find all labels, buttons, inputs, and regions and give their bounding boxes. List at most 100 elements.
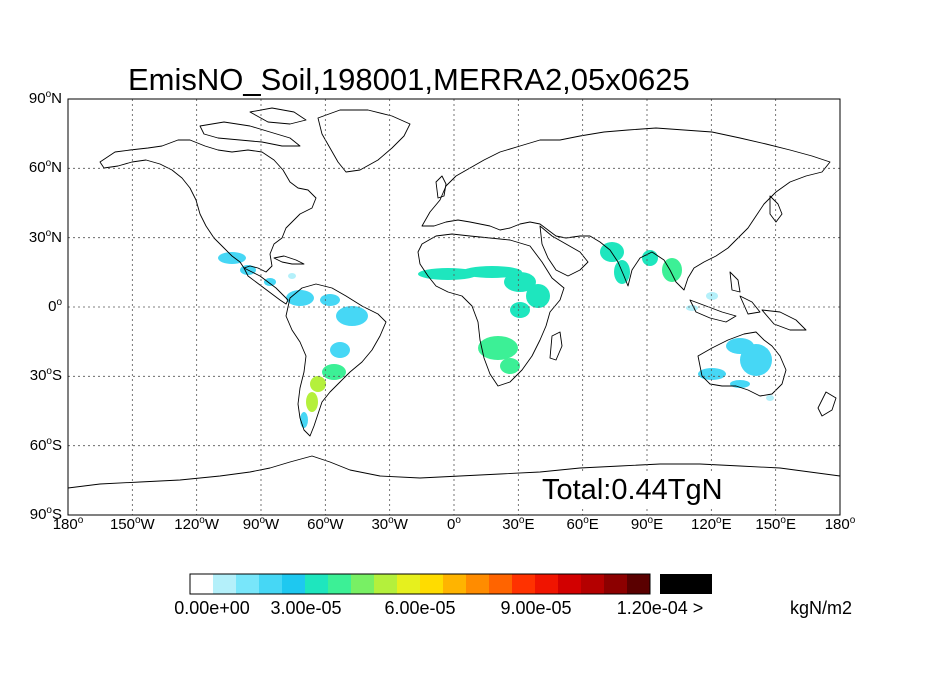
lon-hemi: W bbox=[393, 516, 408, 533]
emission-region bbox=[662, 258, 682, 282]
longitude-label: 90oE bbox=[630, 515, 664, 534]
coast-north-america bbox=[99, 139, 317, 273]
total-label: Total:0.44TgN bbox=[540, 474, 725, 507]
lon-hemi: E bbox=[653, 516, 664, 533]
map-frame bbox=[67, 98, 841, 516]
coast-madagascar bbox=[549, 331, 563, 361]
coast-australia bbox=[697, 331, 787, 397]
lon-deg: 120 bbox=[691, 516, 717, 533]
lat-hemi: S bbox=[51, 506, 62, 523]
colorbar-tick-label: 1.20e-04 > bbox=[616, 598, 704, 618]
lat-deg: 90 bbox=[28, 90, 46, 107]
coast-greenland bbox=[317, 109, 411, 173]
colorbar-tick-label: 9.00e-05 bbox=[500, 598, 572, 618]
lon-deg: 60 bbox=[566, 516, 584, 533]
emission-region bbox=[698, 368, 726, 380]
latitude-label: 90oS bbox=[29, 505, 62, 524]
latitude-label: 0o bbox=[48, 297, 62, 316]
emission-region bbox=[740, 344, 772, 376]
emission-region bbox=[218, 252, 246, 264]
longitude-label: 60oW bbox=[307, 515, 344, 534]
emission-region bbox=[730, 380, 750, 388]
coast-arabia bbox=[539, 225, 589, 277]
emission-region bbox=[686, 305, 698, 311]
latitude-label: 30oN bbox=[28, 227, 62, 246]
lon-hemi: E bbox=[524, 516, 535, 533]
emission-region bbox=[306, 392, 318, 412]
lon-hemi: W bbox=[204, 516, 220, 533]
latitude-label: 60oS bbox=[29, 435, 62, 454]
emission-region bbox=[286, 290, 314, 306]
coast-se-asia-islands bbox=[689, 271, 807, 331]
lat-deg: 0 bbox=[48, 298, 57, 315]
longitude-label: 30oW bbox=[371, 515, 408, 534]
lon-deg: 0 bbox=[447, 516, 456, 533]
emission-region bbox=[510, 302, 530, 318]
emission-region bbox=[336, 306, 368, 326]
emission-region bbox=[766, 395, 774, 401]
lon-hemi: E bbox=[785, 516, 796, 533]
coast-japan bbox=[769, 195, 783, 223]
longitude-label: 120oW bbox=[174, 515, 220, 534]
lon-deg: 30 bbox=[371, 516, 389, 533]
longitude-label: 0o bbox=[447, 515, 461, 534]
emission-region bbox=[526, 284, 550, 308]
longitude-label: 120oE bbox=[691, 515, 732, 534]
coast-eurasia bbox=[421, 127, 831, 291]
lat-deg: 60 bbox=[28, 159, 46, 177]
colorbar-unit: kgN/m2 bbox=[790, 598, 853, 618]
emission-region bbox=[264, 278, 276, 286]
longitude-label: 150oW bbox=[109, 515, 155, 534]
lon-deg: 120 bbox=[174, 516, 200, 533]
colorbar-tick-label: 0.00e+00 bbox=[174, 598, 250, 618]
lon-hemi: E bbox=[588, 516, 599, 533]
lon-hemi: W bbox=[329, 516, 344, 533]
colorbar-tick-label: 6.00e-05 bbox=[384, 598, 456, 618]
emission-region bbox=[320, 294, 340, 306]
latitude-label: 60oN bbox=[28, 158, 62, 177]
coast-cuba bbox=[273, 255, 305, 265]
lat-deg: 30 bbox=[29, 367, 47, 385]
longitude-label: 60oE bbox=[566, 515, 599, 534]
longitude-label: 180o bbox=[52, 515, 84, 534]
lat-deg: 90 bbox=[29, 506, 47, 523]
lat-hemi: S bbox=[51, 367, 62, 385]
coast-uk bbox=[435, 175, 447, 199]
longitude-label: 180o bbox=[824, 515, 856, 534]
coast-africa bbox=[417, 233, 565, 387]
longitude-label: 90oW bbox=[242, 515, 280, 534]
coast-new-zealand bbox=[817, 391, 837, 417]
lat-hemi: S bbox=[51, 436, 62, 454]
emission-region bbox=[706, 292, 718, 300]
lon-deg: 180 bbox=[52, 516, 78, 533]
colorbar-tick-label: 3.00e-05 bbox=[270, 598, 342, 618]
coast-antarctica bbox=[67, 455, 841, 489]
coast-arctic-islands bbox=[199, 107, 307, 147]
lon-hemi: E bbox=[721, 516, 732, 533]
emission-layer bbox=[218, 242, 774, 428]
lat-hemi: N bbox=[51, 228, 62, 246]
lon-deg: 60 bbox=[307, 516, 324, 533]
emission-region bbox=[300, 412, 308, 428]
lat-hemi: N bbox=[51, 90, 62, 107]
lat-deg: 60 bbox=[29, 436, 47, 454]
lon-deg: 90 bbox=[242, 516, 260, 533]
emission-region bbox=[330, 342, 350, 358]
emission-region bbox=[642, 250, 658, 266]
graticule bbox=[68, 99, 840, 515]
lon-hemi: W bbox=[265, 516, 280, 533]
emission-region bbox=[462, 266, 522, 278]
lon-deg: 90 bbox=[630, 516, 648, 533]
longitude-label: 150oE bbox=[755, 515, 796, 534]
longitude-label: 30oE bbox=[502, 515, 535, 534]
lon-hemi: W bbox=[140, 516, 155, 533]
lon-deg: 180 bbox=[824, 516, 850, 533]
lat-hemi: N bbox=[51, 159, 62, 177]
emission-region bbox=[478, 336, 518, 360]
emission-region bbox=[288, 273, 296, 279]
coast-central-america bbox=[243, 267, 289, 305]
lon-deg: 150 bbox=[755, 516, 781, 533]
lon-deg: 30 bbox=[502, 516, 519, 533]
